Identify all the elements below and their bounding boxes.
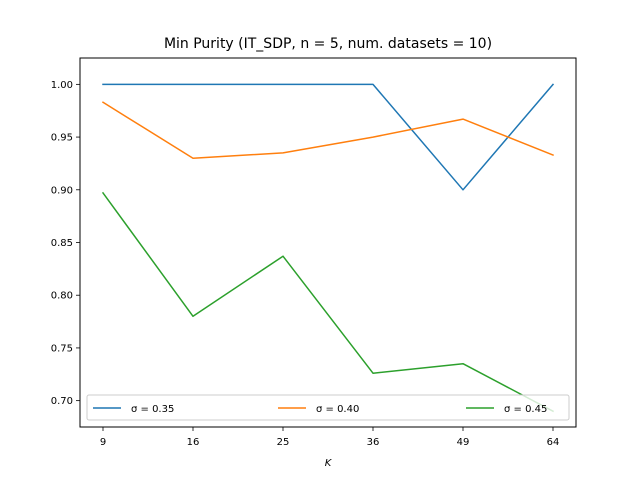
axes-layer: 9 16 25 36 49 64 0.70 0.75 0.80 0.85 0.90 0.95 1.00 xyxy=(51,80,560,448)
legend: σ = 0.35 σ = 0.40 σ = 0.45 xyxy=(86,394,570,421)
x-axis-label: K xyxy=(325,458,333,469)
x-tick-label: 36 xyxy=(367,437,380,448)
y-tick-label: 0.75 xyxy=(51,343,73,354)
x-tick-label: 25 xyxy=(277,437,290,448)
chart-title: Min Purity (IT_SDP, n = 5, num. datasets… xyxy=(164,36,492,52)
y-tick-label: 0.85 xyxy=(51,238,73,249)
series-layer xyxy=(101,83,555,413)
y-tick-label: 0.95 xyxy=(51,133,73,144)
legend-label-3: σ = 0.45 xyxy=(504,404,547,415)
legend-label-1: σ = 0.35 xyxy=(131,404,174,415)
x-tick-label: 9 xyxy=(100,437,106,448)
legend-frame xyxy=(86,394,570,421)
y-tick-label: 0.80 xyxy=(51,291,73,302)
x-tick-label: 16 xyxy=(187,437,200,448)
x-tick-label: 49 xyxy=(457,437,470,448)
legend-label-2: σ = 0.40 xyxy=(316,404,359,415)
series-line-2 xyxy=(101,101,554,159)
x-tick-label: 64 xyxy=(547,437,560,448)
series-line-1 xyxy=(102,83,555,191)
series-line-3 xyxy=(101,191,555,413)
plot-frame xyxy=(79,57,577,428)
y-tick-label: 0.70 xyxy=(51,396,73,407)
y-tick-label: 1.00 xyxy=(51,80,73,91)
y-tick-label: 0.90 xyxy=(51,185,73,196)
